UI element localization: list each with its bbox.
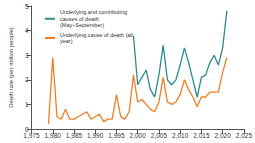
svg-text:1: 1 xyxy=(25,101,29,108)
svg-text:3: 3 xyxy=(25,52,29,59)
svg-text:5: 5 xyxy=(25,3,29,10)
svg-text:2,010: 2,010 xyxy=(172,132,189,139)
svg-text:2: 2 xyxy=(25,76,29,83)
svg-text:1,975: 1,975 xyxy=(23,132,40,139)
svg-text:1,995: 1,995 xyxy=(108,132,125,139)
svg-text:1,980: 1,980 xyxy=(45,132,62,139)
svg-text:(May–September): (May–September) xyxy=(60,22,104,28)
svg-text:Death rate (per million people: Death rate (per million people) xyxy=(8,27,14,108)
svg-text:2,015: 2,015 xyxy=(193,132,210,139)
svg-text:0: 0 xyxy=(24,125,29,133)
svg-text:2,020: 2,020 xyxy=(214,132,231,139)
svg-text:Underlying and contributing: Underlying and contributing xyxy=(60,9,129,15)
svg-text:1,990: 1,990 xyxy=(87,132,104,139)
svg-text:4: 4 xyxy=(25,27,29,34)
svg-text:year): year) xyxy=(60,38,73,44)
svg-text:2,005: 2,005 xyxy=(151,132,168,139)
svg-text:2,025: 2,025 xyxy=(236,132,253,139)
svg-text:2,000: 2,000 xyxy=(130,132,147,139)
svg-text:1,985: 1,985 xyxy=(66,132,83,139)
svg-text:Underlying cause of death (all: Underlying cause of death (all xyxy=(60,32,134,38)
svg-text:causes of death: causes of death xyxy=(60,16,100,22)
